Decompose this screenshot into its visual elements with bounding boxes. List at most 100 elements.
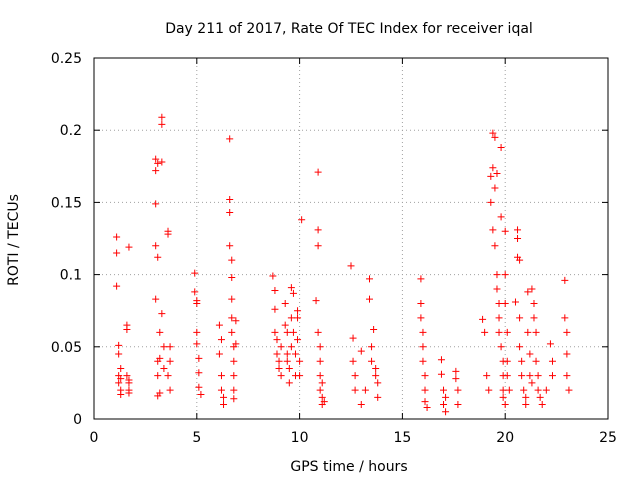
data-point [195,369,203,377]
data-point [454,401,462,409]
data-point [226,196,234,204]
data-point [437,356,445,364]
data-point [437,370,445,378]
data-point [195,354,203,362]
data-point [154,253,162,261]
data-point [548,372,556,380]
data-point [230,395,238,403]
data-point [487,172,495,180]
data-point [522,401,530,409]
data-point [421,398,429,406]
data-point [561,276,569,284]
data-point [368,343,376,351]
data-point [232,317,240,325]
data-point [296,357,304,365]
y-tick-label: 0.05 [51,340,82,356]
data-point [320,398,328,406]
data-point [565,386,573,394]
data-point [419,343,427,351]
data-point [154,159,162,167]
data-point [298,216,306,224]
data-point [452,375,460,383]
data-point [503,372,511,380]
data-point [271,328,279,336]
data-point [117,364,125,372]
y-tick-labels: 0 0.05 0.1 0.15 0.2 0.25 [51,51,82,428]
data-point [217,372,225,380]
data-point [294,336,302,344]
data-point [530,299,538,307]
data-point [505,386,513,394]
data-point [501,401,509,409]
data-point [534,386,542,394]
data-point [423,403,431,411]
data-point [440,401,448,409]
data-point [419,357,427,365]
data-point [160,364,168,372]
y-tick-label: 0.1 [60,268,82,284]
data-point [152,242,160,250]
data-point [287,343,295,351]
y-axis-label: ROTI / TECUs [6,194,22,286]
data-point [166,357,174,365]
data-point [226,209,234,217]
data-point [283,350,291,358]
data-point [287,284,295,292]
data-point [316,343,324,351]
data-point [495,299,503,307]
y-tick-label: 0.25 [51,51,82,67]
data-point [115,379,123,387]
x-tick-label: 10 [291,430,309,446]
data-point [318,393,326,401]
data-point [518,372,526,380]
data-point [489,164,497,172]
data-point [497,144,505,152]
data-point [524,328,532,336]
data-point [503,357,511,365]
data-point [230,386,238,394]
data-point [516,314,524,322]
data-point [491,133,499,141]
data-point [442,408,450,416]
x-tick-label: 20 [496,430,514,446]
data-point [291,350,299,358]
data-point [277,343,285,351]
data-point [123,372,131,380]
data-point [495,314,503,322]
data-point [232,340,240,348]
data-point [228,314,236,322]
data-point [516,256,524,264]
data-point [228,328,236,336]
data-point [532,357,540,365]
data-point [289,289,297,297]
data-point [546,340,554,348]
data-point [561,314,569,322]
data-point [215,350,223,358]
data-point [483,372,491,380]
y-tick-label: 0.15 [51,195,82,211]
data-point [489,226,497,234]
data-point [228,295,236,303]
data-point [123,321,131,329]
data-point [115,341,123,349]
data-point [226,242,234,250]
data-point [489,129,497,137]
data-point [563,350,571,358]
data-point [421,372,429,380]
data-point [156,328,164,336]
data-point [154,372,162,380]
data-point [442,393,450,401]
data-point [528,379,536,387]
data-point [220,393,228,401]
data-point [152,200,160,208]
data-point [314,226,322,234]
data-point [493,170,501,178]
data-points [113,113,573,416]
data-point [226,135,234,143]
data-point [501,227,509,235]
data-point [351,386,359,394]
data-point [191,288,199,296]
data-point [487,198,495,206]
data-point [417,299,425,307]
